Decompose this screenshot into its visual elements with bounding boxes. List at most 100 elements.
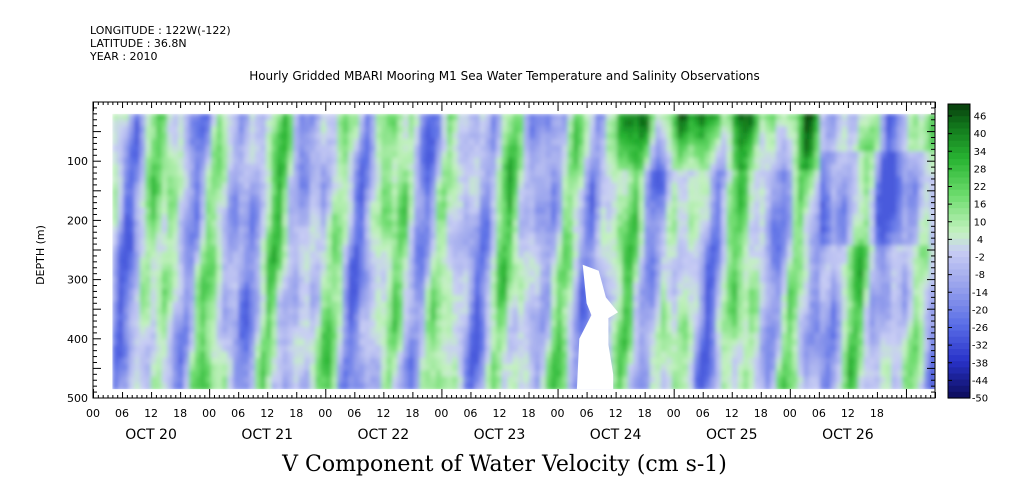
chart-metadata: LONGITUDE : 122W(-122) LATITUDE : 36.8N … — [90, 24, 231, 63]
colorbar-band — [948, 134, 970, 142]
x-tick-label: 18 — [870, 407, 884, 420]
x-tick-label: 12 — [492, 407, 506, 420]
x-tick-label: 06 — [347, 407, 361, 420]
year-label: YEAR : 2010 — [90, 50, 158, 63]
chart-subtitle: V Component of Water Velocity (cm s-1) — [282, 452, 727, 477]
colorbar-label: 40 — [974, 129, 987, 140]
colorbar-band — [948, 355, 970, 362]
colorbar-band — [948, 251, 970, 258]
x-tick-label: 12 — [260, 407, 274, 420]
x-tick-label: 12 — [144, 407, 158, 420]
colorbar-band — [948, 189, 970, 197]
colorbar-label: 22 — [974, 182, 987, 193]
colorbar-band — [948, 177, 970, 185]
colorbar-label: -38 — [972, 358, 988, 369]
colorbar-band — [948, 269, 970, 277]
colorbar-frame — [947, 103, 971, 399]
colorbar-band — [948, 153, 970, 160]
colorbar-band — [948, 361, 970, 368]
x-tick-label: 06 — [463, 407, 477, 420]
x-tick-label: 18 — [289, 407, 303, 420]
y-tick-label: 200 — [67, 214, 88, 227]
x-tick-label: 12 — [841, 407, 855, 420]
x-day-label: OCT 26 — [822, 427, 874, 443]
colorbar-band — [948, 306, 970, 313]
colorbar-band — [948, 263, 970, 270]
colorbar-band — [948, 342, 970, 350]
x-tick-label: 18 — [638, 407, 652, 420]
latitude-label: LATITUDE : 36.8N — [90, 37, 187, 50]
x-day-label: OCT 24 — [590, 427, 642, 443]
colorbar-band — [948, 318, 970, 326]
colorbar-label: -32 — [972, 341, 988, 352]
colorbar-label: -8 — [975, 270, 985, 281]
y-tick-label: 500 — [67, 392, 88, 405]
colorbar-band — [948, 257, 970, 264]
colorbar-label: 4 — [977, 235, 983, 246]
x-tick-label: 12 — [376, 407, 390, 420]
colorbar-band — [948, 214, 970, 221]
colorbar-band — [948, 324, 970, 332]
y-tick-label: 100 — [67, 155, 88, 168]
colorbar-band — [948, 116, 970, 123]
colorbar-label: 16 — [974, 200, 987, 211]
colorbar-label: -44 — [972, 376, 988, 387]
x-tick-label: 18 — [173, 407, 187, 420]
x-tick-label: 00 — [202, 407, 216, 420]
colorbar-band — [948, 379, 970, 387]
colorbar-band — [948, 330, 970, 338]
colorbar-label: -14 — [972, 288, 988, 299]
y-tick-label: 400 — [67, 333, 88, 346]
colorbar-band — [948, 226, 970, 234]
x-tick-label: 06 — [696, 407, 710, 420]
x-tick-label: 12 — [725, 407, 739, 420]
x-tick-label: 06 — [115, 407, 129, 420]
x-tick-label: 06 — [231, 407, 245, 420]
colorbar-band — [948, 159, 970, 166]
y-tick-label: 300 — [67, 274, 88, 287]
colorbar-band — [948, 195, 970, 203]
colorbar-band — [948, 293, 970, 301]
x-tick-label: 12 — [609, 407, 623, 420]
colorbar-band — [948, 140, 970, 148]
longitude-label: LONGITUDE : 122W(-122) — [90, 24, 231, 37]
x-tick-label: 18 — [754, 407, 768, 420]
x-tick-label: 00 — [667, 407, 681, 420]
colorbar-label: 28 — [974, 164, 987, 175]
colorbar-band — [948, 300, 970, 307]
colorbar-band — [948, 349, 970, 356]
x-day-label: OCT 23 — [474, 427, 526, 443]
x-day-label: OCT 20 — [125, 427, 177, 443]
colorbar-band — [948, 202, 970, 209]
x-tick-label: 06 — [812, 407, 826, 420]
colorbar-label: -2 — [975, 253, 985, 264]
colorbar-band — [948, 165, 970, 172]
missing-data-region — [576, 264, 618, 390]
colorbar-label: -20 — [972, 305, 988, 316]
colorbar-band — [948, 208, 970, 215]
x-tick-label: 00 — [318, 407, 332, 420]
colorbar-band — [948, 385, 970, 393]
colorbar-band — [948, 281, 970, 289]
colorbar-band — [948, 183, 970, 191]
x-day-label: OCT 22 — [358, 427, 410, 443]
colorbar-band — [948, 171, 970, 179]
colorbar-band — [948, 367, 970, 375]
colorbar-band — [948, 122, 970, 130]
colorbar-band — [948, 128, 970, 136]
colorbar-band — [948, 232, 970, 240]
chart-title: Hourly Gridded MBARI Mooring M1 Sea Wate… — [249, 69, 760, 83]
x-tick-label: 00 — [551, 407, 565, 420]
x-day-label: OCT 25 — [706, 427, 758, 443]
colorbar-label: 46 — [974, 112, 987, 123]
colorbar-band — [948, 238, 970, 246]
x-tick-label: 18 — [405, 407, 419, 420]
x-tick-label: 06 — [580, 407, 594, 420]
colorbar-band — [948, 287, 970, 295]
colorbar-label: -26 — [972, 323, 988, 334]
colorbar-band — [948, 312, 970, 319]
colorbar-label: 10 — [974, 217, 987, 228]
x-tick-label: 00 — [434, 407, 448, 420]
colorbar-band — [948, 110, 970, 117]
